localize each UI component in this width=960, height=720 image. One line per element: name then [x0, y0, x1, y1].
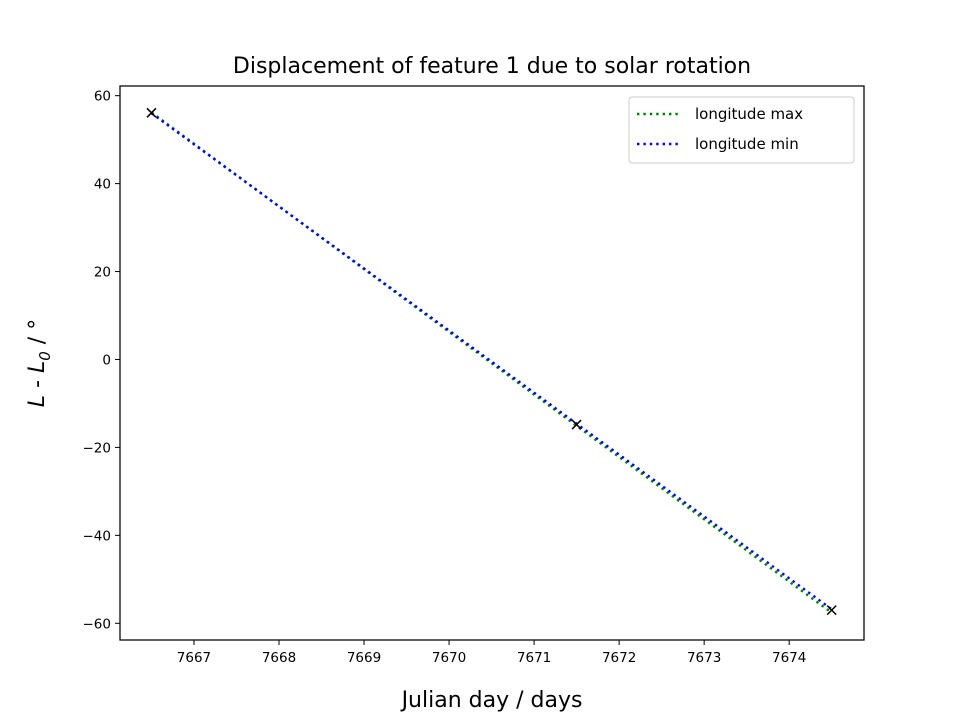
x-tick-label: 7670: [432, 650, 466, 666]
x-axis-label: Julian day / days: [400, 688, 583, 713]
data-point-2: [571, 419, 582, 430]
legend-label-2: longitude min: [695, 135, 799, 153]
marker-stroke: [826, 605, 837, 616]
y-tick-label: −40: [83, 528, 112, 544]
x-tick-label: 7667: [177, 650, 211, 666]
y-tick-label: −20: [83, 440, 112, 456]
x-tick-label: 7671: [517, 650, 551, 666]
legend: longitude max longitude min: [628, 96, 855, 164]
x-tick-label: 7674: [772, 650, 806, 666]
y-axis-label-prefix: L - L: [25, 361, 50, 407]
x-tick-label: 7668: [262, 650, 296, 666]
data-point-3: [826, 605, 837, 616]
y-axis: −60 −40 −20 0 20 40 60: [83, 89, 120, 632]
legend-label-1: longitude max: [695, 105, 803, 123]
x-axis: 7667 7668 7669 7670 7671 7672 7673 7674: [177, 640, 806, 666]
axes-frame: [119, 85, 865, 641]
y-tick-label: 40: [94, 177, 111, 193]
data-point-1: [146, 107, 157, 118]
x-tick-label: 7669: [347, 650, 381, 666]
chart-title: Displacement of feature 1 due to solar r…: [233, 54, 751, 79]
marker-stroke: [146, 107, 157, 118]
y-tick-label: 20: [94, 265, 111, 281]
marker-stroke: [571, 419, 582, 430]
y-axis-label-suffix: / °: [25, 319, 50, 351]
x-tick-label: 7672: [602, 650, 636, 666]
y-axis-label-subscript: 0: [36, 351, 54, 361]
y-tick-label: −60: [83, 616, 112, 632]
legend-box: [628, 96, 855, 164]
y-tick-label: 60: [94, 89, 111, 105]
y-tick-label: 0: [102, 352, 111, 368]
y-axis-label: L - L0 / °: [25, 319, 54, 407]
plot-area: [146, 107, 837, 616]
x-tick-label: 7673: [687, 650, 721, 666]
